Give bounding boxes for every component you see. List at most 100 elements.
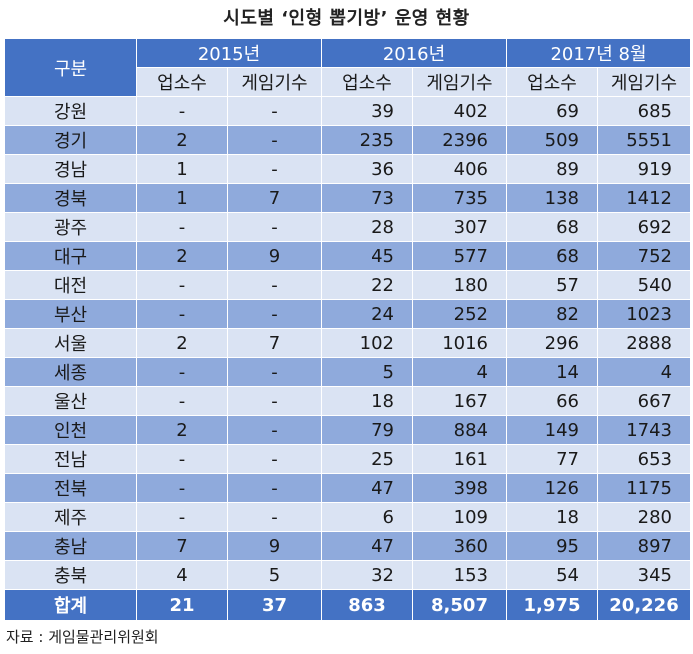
total-cell: 1,975 — [506, 589, 598, 621]
value-cell: 9 — [227, 241, 322, 271]
value-cell: - — [227, 357, 322, 387]
region-cell: 경남 — [4, 154, 137, 184]
region-cell: 경기 — [4, 125, 137, 155]
value-cell: 2888 — [596, 328, 692, 358]
value-cell: 66 — [506, 386, 598, 416]
value-cell: 2 — [136, 328, 228, 358]
value-cell: - — [227, 154, 322, 184]
value-cell: 406 — [412, 154, 507, 184]
value-cell: 2396 — [412, 125, 507, 155]
value-cell: 360 — [412, 531, 507, 561]
value-cell: 884 — [412, 415, 507, 445]
value-cell: - — [136, 270, 228, 300]
value-cell: - — [227, 96, 322, 126]
value-cell: 2 — [136, 241, 228, 271]
value-cell: 89 — [506, 154, 598, 184]
value-cell: 95 — [506, 531, 598, 561]
region-cell: 전북 — [4, 473, 137, 503]
region-cell: 대전 — [4, 270, 137, 300]
table-body: 강원 - -39 402 69 685 경기 2-235 2396 509 5551 경남 1-36 40… — [4, 96, 692, 590]
value-cell: 252 — [412, 299, 507, 329]
region-cell: 대구 — [4, 241, 137, 271]
region-cell: 충남 — [4, 531, 137, 561]
table-row: 경남 1-36 406 89 919 — [4, 154, 692, 184]
value-cell: 167 — [412, 386, 507, 416]
value-cell: 18 — [506, 502, 598, 532]
value-cell: 2 — [136, 415, 228, 445]
value-cell: 138 — [506, 183, 598, 213]
value-cell: 4 — [596, 357, 692, 387]
value-cell: 897 — [596, 531, 692, 561]
header-sub: 게임기수 — [227, 67, 322, 97]
header-sub: 업소수 — [506, 67, 598, 97]
region-cell: 경북 — [4, 183, 137, 213]
value-cell: 509 — [506, 125, 598, 155]
value-cell: 39 — [321, 96, 413, 126]
value-cell: 2 — [136, 125, 228, 155]
value-cell: 692 — [596, 212, 692, 242]
table-row: 충북 4 5 32 153 54 345 — [4, 560, 692, 590]
value-cell: 345 — [596, 560, 692, 590]
value-cell: 109 — [412, 502, 507, 532]
value-cell: - — [227, 125, 322, 155]
total-row: 합계 21 37 863 8,507 1,975 20,226 — [4, 589, 692, 621]
value-cell: 36 — [321, 154, 413, 184]
value-cell: 1 — [136, 154, 228, 184]
value-cell: 22 — [321, 270, 413, 300]
value-cell: 102 — [321, 328, 413, 358]
value-cell: 47 — [321, 531, 413, 561]
value-cell: 47 — [321, 473, 413, 503]
value-cell: - — [227, 444, 322, 474]
value-cell: - — [136, 502, 228, 532]
value-cell: 161 — [412, 444, 507, 474]
value-cell: 79 — [321, 415, 413, 445]
value-cell: 752 — [596, 241, 692, 271]
value-cell: 1743 — [596, 415, 692, 445]
total-cell: 8,507 — [412, 589, 507, 621]
total-cell: 37 — [227, 589, 322, 621]
value-cell: - — [227, 473, 322, 503]
value-cell: 57 — [506, 270, 598, 300]
value-cell: 7 — [227, 328, 322, 358]
total-label: 합계 — [4, 589, 137, 621]
value-cell: 402 — [412, 96, 507, 126]
value-cell: 685 — [596, 96, 692, 126]
table-row: 전북 - -47 398 126 1175 — [4, 473, 692, 503]
table-row: 경북 1 7 73 735 138 1412 — [4, 183, 692, 213]
header-sub: 게임기수 — [412, 67, 507, 97]
value-cell: 54 — [506, 560, 598, 590]
arcade-status-table: 구분 2015년 2016년 2017년 8월 업소수 게임기수 업소수 게임기… — [4, 38, 692, 621]
value-cell: 14 — [506, 357, 598, 387]
header-gubun: 구분 — [4, 38, 137, 97]
table-row: 인천 2-79 884 149 1743 — [4, 415, 692, 445]
value-cell: - — [227, 415, 322, 445]
table-row: 대구 2 9 45 577 68 752 — [4, 241, 692, 271]
source-note: 자료 : 게임물관리위원회 — [6, 628, 159, 646]
region-cell: 전남 — [4, 444, 137, 474]
value-cell: - — [136, 444, 228, 474]
table-row: 경기 2-235 2396 509 5551 — [4, 125, 692, 155]
value-cell: 82 — [506, 299, 598, 329]
value-cell: 653 — [596, 444, 692, 474]
region-cell: 울산 — [4, 386, 137, 416]
table-row: 울산 - -18 167 66 667 — [4, 386, 692, 416]
total-cell: 21 — [136, 589, 228, 621]
header-year-2015: 2015년 — [136, 38, 322, 68]
table-row: 제주 - -6 109 18 280 — [4, 502, 692, 532]
value-cell: - — [136, 299, 228, 329]
region-cell: 서울 — [4, 328, 137, 358]
value-cell: 25 — [321, 444, 413, 474]
table-row: 서울 2 7 102 1016 296 2888 — [4, 328, 692, 358]
value-cell: 1175 — [596, 473, 692, 503]
header-sub: 업소수 — [321, 67, 413, 97]
value-cell: 126 — [506, 473, 598, 503]
value-cell: - — [136, 96, 228, 126]
total-cell: 20,226 — [596, 589, 692, 621]
value-cell: - — [136, 212, 228, 242]
table-row: 광주 - -28 307 68 692 — [4, 212, 692, 242]
value-cell: 280 — [596, 502, 692, 532]
value-cell: 5 — [321, 357, 413, 387]
value-cell: 68 — [506, 212, 598, 242]
value-cell: 7 — [136, 531, 228, 561]
value-cell: 735 — [412, 183, 507, 213]
